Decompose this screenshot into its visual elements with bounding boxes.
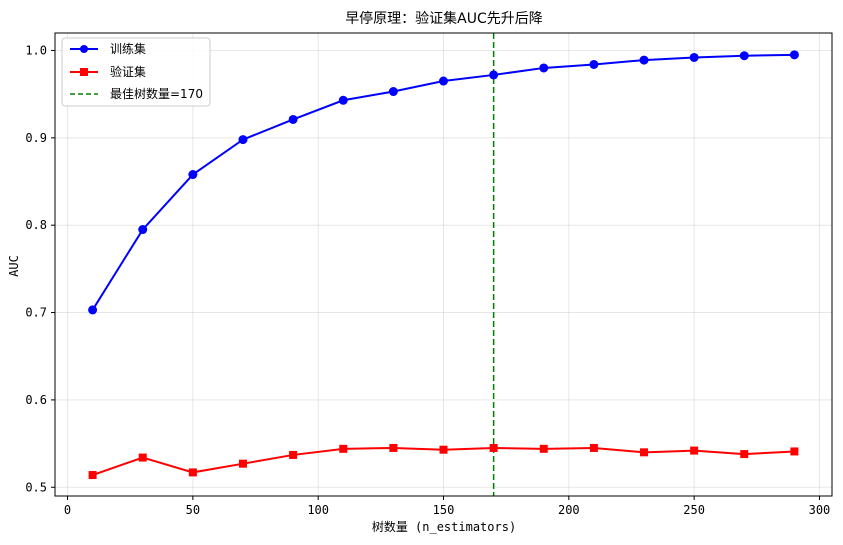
- legend: 训练集 验证集 最佳树数量=170: [61, 37, 211, 107]
- train-data-point: [589, 59, 599, 69]
- legend-label-val: 验证集: [110, 64, 146, 79]
- legend-label-train: 训练集: [110, 41, 146, 56]
- legend-label-best: 最佳树数量=170: [110, 86, 203, 101]
- train-data-point: [439, 76, 448, 86]
- train-data-point: [489, 70, 499, 80]
- x-tick-label: 0: [64, 503, 71, 517]
- y-tick-label: 0.8: [25, 218, 47, 232]
- y-tick-label: 1.0: [25, 43, 47, 57]
- train-data-point: [639, 55, 649, 65]
- train-data-point: [338, 95, 348, 105]
- train-data-point: [188, 170, 198, 180]
- chart-title: 早停原理：验证集AUC先升后降: [345, 10, 543, 27]
- legend-swatch-val-marker: [80, 68, 88, 76]
- y-tick-label: 0.6: [25, 393, 47, 407]
- train-data-point: [739, 51, 749, 61]
- train-data-point: [288, 114, 298, 124]
- train-data-point: [138, 225, 148, 235]
- validation-data-point: [539, 444, 548, 453]
- legend-swatch-train-marker: [80, 45, 88, 53]
- validation-data-point: [138, 453, 147, 462]
- train-data-point: [388, 87, 398, 97]
- x-tick-label: 250: [683, 503, 705, 517]
- validation-data-point: [740, 450, 749, 459]
- x-tick-label: 200: [558, 503, 580, 517]
- y-tick-label: 0.9: [25, 131, 47, 145]
- x-axis-label: 树数量 (n_estimators): [372, 519, 516, 534]
- validation-data-point: [690, 446, 699, 455]
- x-tick-label: 100: [307, 503, 329, 517]
- legend-box: [61, 37, 211, 107]
- train-data-point: [789, 50, 799, 60]
- validation-data-point: [238, 459, 247, 468]
- validation-data-point: [439, 445, 448, 454]
- tick-group: 0 50 100 150 200 250 300 0.5 0.6 0.7 0.8 0.9 1.0: [25, 43, 830, 517]
- validation-data-point: [339, 444, 348, 453]
- x-tick-label: 300: [809, 503, 831, 517]
- y-tick-label: 0.5: [25, 480, 47, 494]
- x-tick-label: 150: [433, 503, 455, 517]
- validation-data-point: [389, 443, 398, 452]
- y-axis-label: AUC: [7, 255, 21, 277]
- validation-data-point: [640, 448, 649, 457]
- x-tick-label: 50: [186, 503, 200, 517]
- train-data-point: [539, 63, 549, 73]
- validation-data-point: [88, 471, 97, 480]
- validation-data-point: [289, 450, 298, 459]
- validation-data-point: [188, 468, 197, 477]
- train-data-point: [689, 52, 699, 62]
- train-data-point: [88, 305, 98, 315]
- series-group: [88, 50, 799, 480]
- validation-data-point: [790, 447, 799, 456]
- validation-data-point: [489, 443, 498, 452]
- train-data-point: [238, 135, 248, 145]
- y-tick-label: 0.7: [25, 306, 47, 320]
- validation-data-point: [589, 443, 598, 452]
